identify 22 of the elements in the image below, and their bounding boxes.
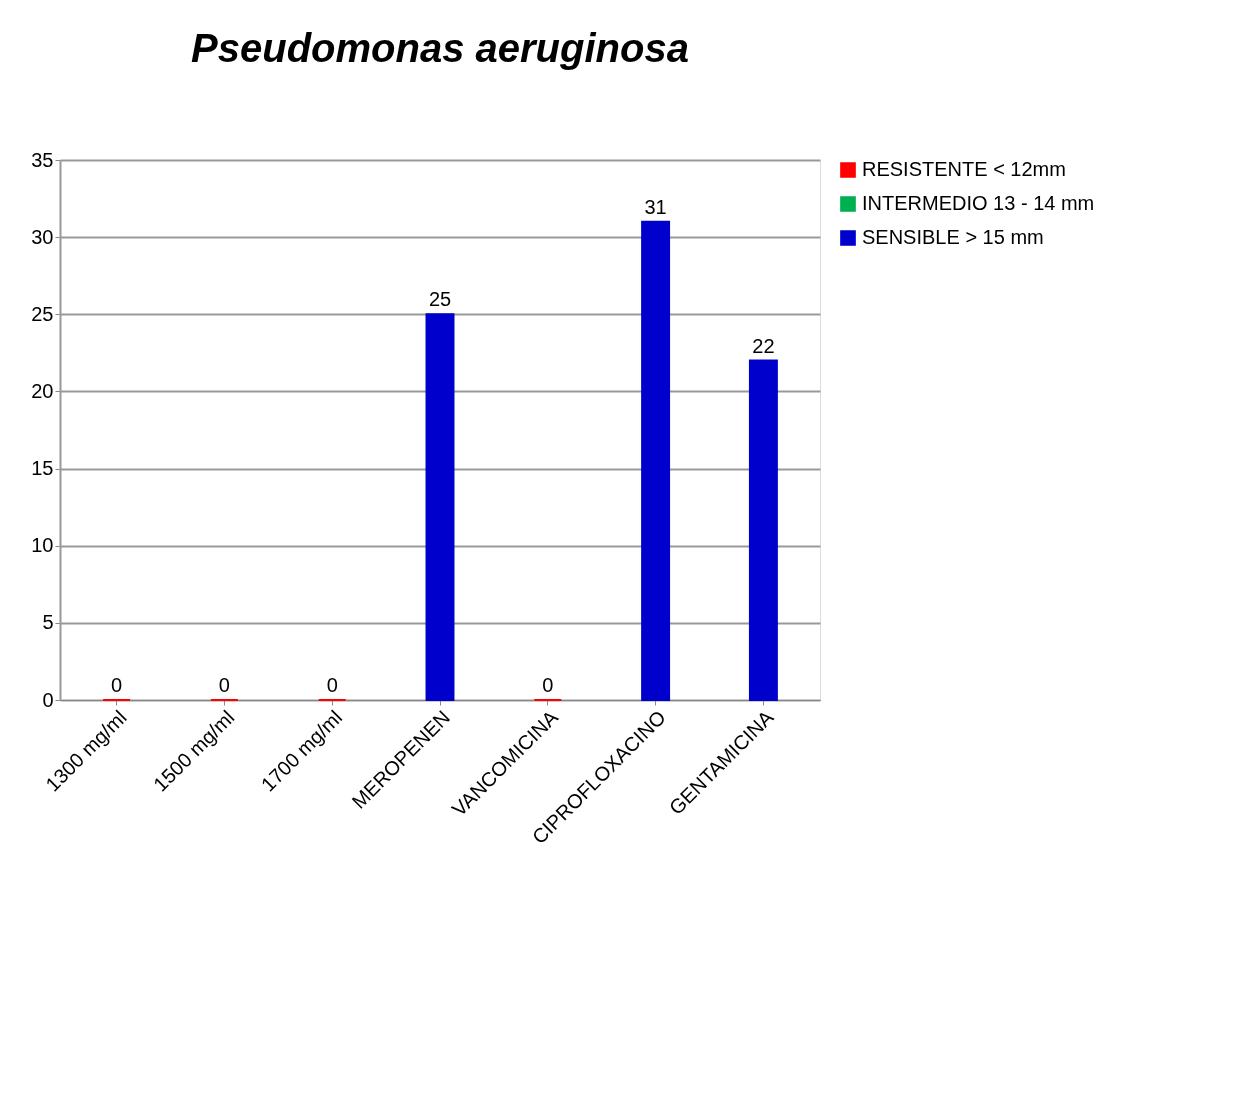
data-label: 31 bbox=[644, 195, 667, 218]
y-tick-label: 30 bbox=[31, 225, 54, 248]
y-tick-label: 15 bbox=[31, 457, 54, 480]
data-label: 22 bbox=[752, 334, 775, 357]
y-tick-label: 25 bbox=[31, 302, 54, 325]
y-tick-label: 5 bbox=[42, 611, 54, 634]
y-tick-label: 0 bbox=[42, 688, 54, 711]
chart-title: Pseudomonas aeruginosa bbox=[191, 26, 689, 70]
legend-label: SENSIBLE > 15 mm bbox=[862, 226, 1044, 248]
data-label: 0 bbox=[111, 674, 123, 696]
y-tick-label: 20 bbox=[31, 379, 54, 402]
legend-label: INTERMEDIO 13 - 14 mm bbox=[862, 192, 1095, 214]
data-label: 0 bbox=[326, 674, 338, 696]
data-label: 25 bbox=[428, 288, 452, 311]
bar bbox=[425, 313, 455, 701]
bar bbox=[641, 220, 671, 701]
data-label: 0 bbox=[542, 674, 554, 696]
y-tick-label: 35 bbox=[31, 148, 54, 171]
bar bbox=[748, 359, 778, 701]
legend-label: RESISTENTE < 12mm bbox=[862, 158, 1066, 180]
data-label: 0 bbox=[218, 674, 230, 696]
y-tick-label: 10 bbox=[31, 534, 54, 557]
